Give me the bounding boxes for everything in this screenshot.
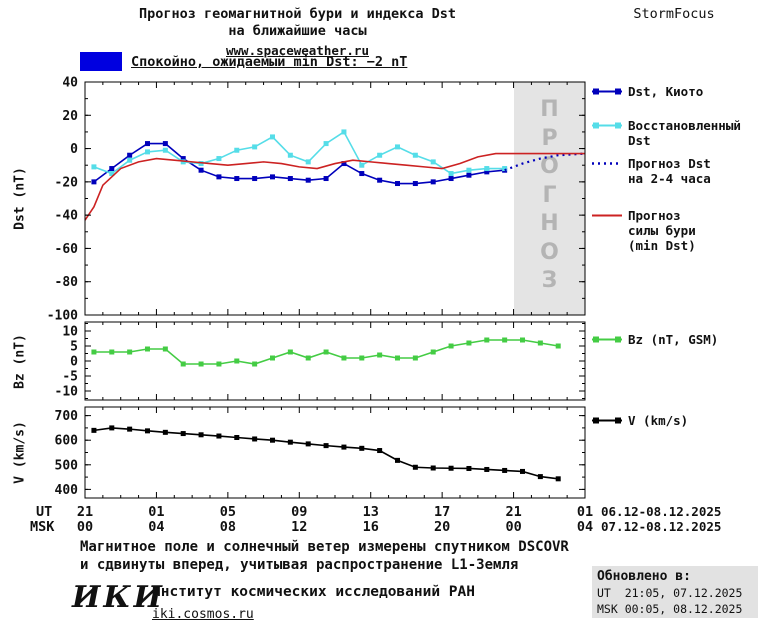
legend-bz: Bz (nT, GSM)	[592, 332, 718, 347]
svg-text:-20: -20	[55, 175, 79, 190]
legend-dst-forecast-label: Прогноз Dst на 2-4 часа	[628, 156, 711, 186]
svg-text:0: 0	[70, 142, 78, 157]
spaceweather-link[interactable]: www.spaceweather.ru	[226, 43, 369, 58]
footnote-line2: и сдвинуты вперед, учитывая распростране…	[80, 557, 519, 573]
msk-axis-name: MSK	[30, 519, 55, 535]
legend-dst-kyoto: Dst, Киото	[592, 84, 703, 99]
v-axis-label: V (km/s)	[12, 421, 28, 484]
legend-storm-forecast: Прогноз силы бури (min Dst)	[592, 208, 696, 253]
svg-text:-80: -80	[55, 275, 79, 290]
svg-text:-60: -60	[55, 242, 79, 257]
storm-forecast-line-swatch	[592, 208, 622, 223]
svg-text:21: 21	[77, 504, 93, 520]
legend-dst-kyoto-label: Dst, Киото	[628, 84, 704, 99]
ut-axis-name: UT	[36, 504, 53, 520]
svg-text:12: 12	[291, 519, 307, 535]
page-title: Прогноз геомагнитной бури и индекса Dst	[139, 6, 456, 22]
svg-text:08: 08	[220, 519, 236, 535]
updated-ut: UT 21:05, 07.12.2025	[597, 586, 743, 600]
svg-text:20: 20	[434, 519, 450, 535]
legend-v: V (km/s)	[592, 413, 688, 428]
iki-logo: ИКИ	[72, 580, 165, 615]
svg-text:16: 16	[363, 519, 379, 535]
dst-axis-label: Dst (nT)	[12, 167, 28, 230]
v-line-swatch	[592, 413, 622, 428]
status-banner: Спокойно, ожидаемый min Dst: −2 nT	[80, 52, 407, 71]
legend-storm-forecast-label: Прогноз силы бури (min Dst)	[628, 208, 696, 253]
svg-text:700: 700	[55, 409, 79, 424]
brand-label: StormFocus	[633, 6, 715, 22]
svg-text:04: 04	[148, 519, 164, 535]
dst-restored-line-swatch	[592, 118, 622, 133]
sitelink-container: www.spaceweather.ru	[0, 40, 595, 59]
dst-kyoto-line-swatch	[592, 84, 622, 99]
svg-text:01: 01	[577, 504, 593, 520]
svg-text:21: 21	[505, 504, 521, 520]
svg-text:10: 10	[62, 325, 78, 340]
updated-msk: MSK 00:05, 08.12.2025	[597, 602, 743, 616]
svg-text:01: 01	[148, 504, 164, 520]
svg-text:13: 13	[363, 504, 379, 520]
page-subtitle: на ближайшие часы	[228, 23, 367, 39]
bz-axis-label: Bz (nT)	[12, 334, 28, 389]
svg-text:17: 17	[434, 504, 450, 520]
svg-text:20: 20	[62, 109, 78, 124]
svg-text:-100: -100	[47, 309, 78, 324]
svg-text:600: 600	[55, 434, 79, 449]
bz-line-swatch	[592, 332, 622, 347]
iki-link-container: iki.cosmos.ru	[152, 603, 254, 620]
legend-dst-forecast: Прогноз Dst на 2-4 часа	[592, 156, 711, 186]
svg-text:-10: -10	[55, 385, 79, 400]
svg-text:09: 09	[291, 504, 307, 520]
svg-text:40: 40	[62, 76, 78, 91]
svg-text:-40: -40	[55, 209, 79, 224]
iki-link[interactable]: iki.cosmos.ru	[152, 607, 254, 620]
status-level-swatch	[80, 52, 122, 71]
svg-text:5: 5	[70, 340, 78, 355]
updated-panel: Обновлено в: UT 21:05, 07.12.2025 MSK 00…	[592, 566, 758, 618]
svg-text:04: 04	[577, 519, 593, 535]
updated-label: Обновлено в:	[597, 569, 691, 584]
svg-text:00: 00	[505, 519, 521, 535]
svg-text:500: 500	[55, 458, 79, 473]
msk-date-range: 07.12-08.12.2025	[601, 519, 722, 534]
svg-text:-5: -5	[62, 370, 78, 385]
svg-text:400: 400	[55, 483, 79, 498]
status-text: Спокойно, ожидаемый min Dst: −2 nT	[131, 53, 408, 70]
svg-text:00: 00	[77, 519, 93, 535]
dst-forecast-line-swatch	[592, 156, 622, 171]
forecast-watermark: ПРОГНОЗ	[540, 97, 559, 293]
legend-dst-restored: Восстановленный Dst	[592, 118, 741, 148]
legend-bz-label: Bz (nT, GSM)	[628, 332, 719, 347]
institute-name: Институт космических исследований РАН	[152, 584, 476, 600]
svg-text:05: 05	[220, 504, 236, 520]
footnote-line1: Магнитное поле и солнечный ветер измерен…	[80, 539, 569, 555]
legend-v-label: V (km/s)	[628, 413, 689, 428]
ut-date-range: 06.12-08.12.2025	[601, 504, 722, 519]
legend-dst-restored-label: Восстановленный Dst	[628, 118, 741, 148]
svg-text:0: 0	[70, 355, 78, 370]
